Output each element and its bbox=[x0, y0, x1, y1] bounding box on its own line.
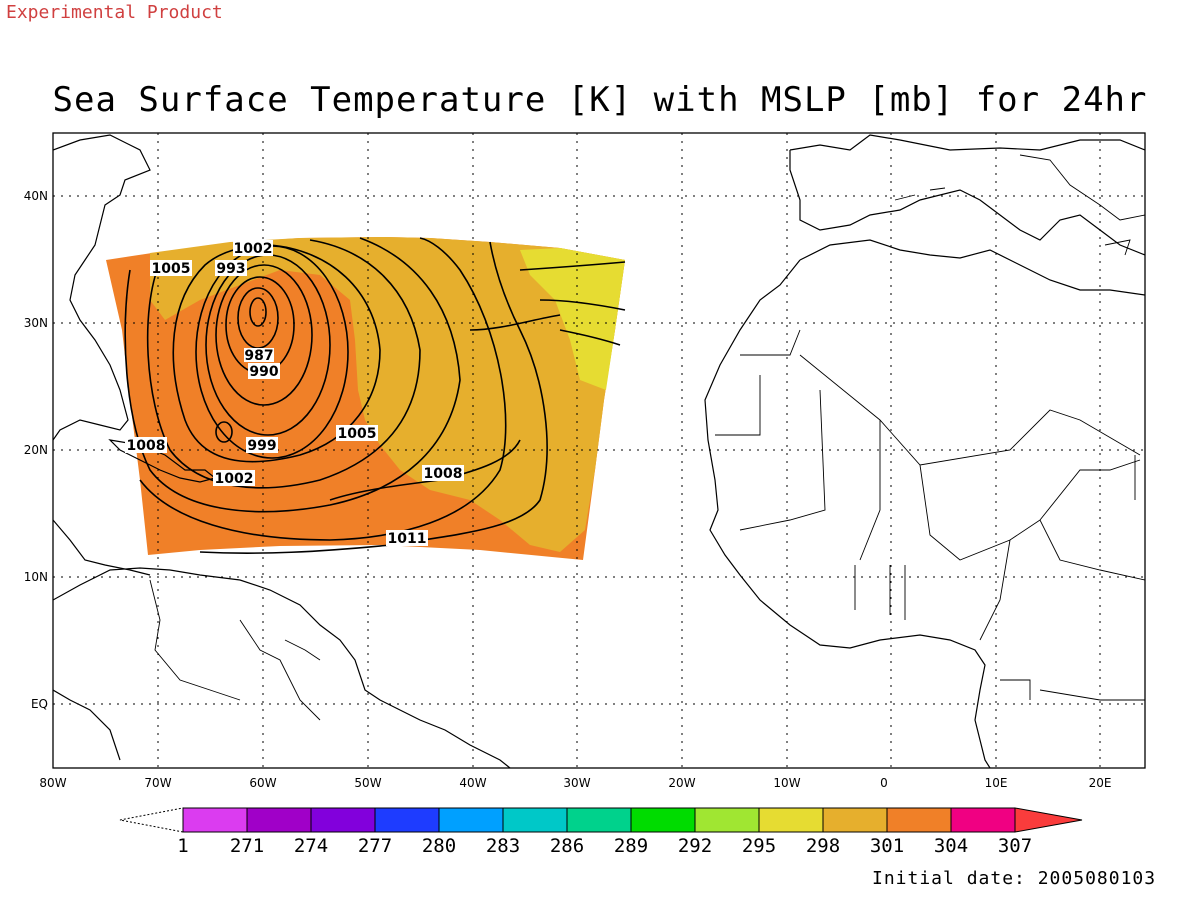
lon-label: 70W bbox=[144, 776, 171, 790]
colorbar-cell bbox=[246, 807, 312, 833]
lon-label: 20W bbox=[668, 776, 695, 790]
isobar-label: 1005 bbox=[152, 261, 191, 277]
lon-label: 0 bbox=[880, 776, 888, 790]
sst-field bbox=[106, 237, 626, 560]
colorbar-labels: 1 271 274 277 280 283 286 289 292 295 29… bbox=[177, 835, 1032, 857]
lat-label: 20N bbox=[24, 443, 48, 457]
colorbar-cells bbox=[182, 807, 1016, 833]
colorbar-label: 280 bbox=[422, 835, 456, 857]
colorbar-label: 292 bbox=[678, 835, 712, 857]
isobar-label: 987 bbox=[244, 348, 273, 364]
map-title: Sea Surface Temperature [K] with MSLP [m… bbox=[52, 80, 1148, 120]
colorbar-below-arrow bbox=[119, 807, 184, 833]
south-america-coast bbox=[53, 567, 511, 768]
colorbar-cell bbox=[374, 807, 440, 833]
colorbar-cell bbox=[630, 807, 696, 833]
isobar-label: 1005 bbox=[338, 426, 377, 442]
isobar-label: 1002 bbox=[234, 241, 273, 257]
central-america-coast bbox=[53, 519, 151, 576]
colorbar-cell bbox=[502, 807, 568, 833]
colorbar-label: 1 bbox=[177, 835, 188, 857]
colorbar-cell bbox=[758, 807, 824, 833]
colorbar-cell bbox=[886, 807, 952, 833]
colorbar-label: 277 bbox=[358, 835, 392, 857]
colorbar-label: 289 bbox=[614, 835, 648, 857]
north-america-coast bbox=[53, 134, 151, 441]
lon-label: 60W bbox=[249, 776, 276, 790]
lon-label: 10E bbox=[985, 776, 1008, 790]
europe-coast bbox=[789, 134, 1145, 256]
lon-label: 80W bbox=[39, 776, 66, 790]
lat-label: EQ bbox=[31, 697, 48, 711]
colorbar-label: 286 bbox=[550, 835, 584, 857]
lon-label: 50W bbox=[354, 776, 381, 790]
isobar-label: 999 bbox=[247, 438, 276, 454]
iberia-italy-islands bbox=[894, 154, 1145, 256]
colorbar-label: 307 bbox=[998, 835, 1032, 857]
map-frame bbox=[52, 132, 1146, 769]
coastlines bbox=[53, 134, 1145, 768]
colorbar-label: 295 bbox=[742, 835, 776, 857]
colorbar-cell bbox=[566, 807, 632, 833]
colorbar-cell bbox=[694, 807, 760, 833]
south-america-borders bbox=[149, 579, 321, 721]
isobar-label: 993 bbox=[216, 261, 245, 277]
colorbar-label: 298 bbox=[806, 835, 840, 857]
africa-borders bbox=[715, 329, 1145, 701]
lat-label: 10N bbox=[24, 570, 48, 584]
lat-label: 30N bbox=[24, 316, 48, 330]
isobar-label: 1008 bbox=[424, 466, 463, 482]
lon-label: 30W bbox=[563, 776, 590, 790]
colorbar-label: 271 bbox=[230, 835, 264, 857]
colorbar-cell bbox=[950, 807, 1016, 833]
colorbar-label: 301 bbox=[870, 835, 904, 857]
lon-label: 20E bbox=[1089, 776, 1112, 790]
lon-label: 10W bbox=[773, 776, 800, 790]
isobar-label: 990 bbox=[249, 364, 278, 380]
africa-coast bbox=[704, 239, 1145, 768]
colorbar-cell bbox=[182, 807, 248, 833]
colorbar-label: 304 bbox=[934, 835, 968, 857]
cuba-hispaniola bbox=[108, 439, 217, 483]
sst-region-298 bbox=[520, 248, 625, 390]
colorbar-label: 274 bbox=[294, 835, 328, 857]
experimental-product-label: Experimental Product bbox=[6, 2, 223, 23]
colorbar-cell bbox=[310, 807, 376, 833]
isobar-label: 1002 bbox=[215, 471, 254, 487]
lon-labels: 80W 70W 60W 50W 40W 30W 20W 10W 0 10E 20… bbox=[39, 776, 1111, 790]
lat-label: 40N bbox=[24, 189, 48, 203]
isobar-label: 1008 bbox=[127, 438, 166, 454]
lon-label: 40W bbox=[459, 776, 486, 790]
colorbar-above-arrow bbox=[1014, 807, 1083, 833]
colorbar: 1 271 274 277 280 283 286 289 292 295 29… bbox=[119, 807, 1083, 857]
colorbar-cell bbox=[438, 807, 504, 833]
colorbar-label: 283 bbox=[486, 835, 520, 857]
initial-date: Initial date: 2005080103 bbox=[872, 868, 1157, 889]
graticule bbox=[53, 133, 1145, 768]
isobar-labels: 1002 1005 993 987 990 1008 999 1005 1002… bbox=[125, 240, 464, 547]
isobar-label: 1011 bbox=[388, 531, 427, 547]
colorbar-cell bbox=[822, 807, 888, 833]
sst-region-301 bbox=[150, 237, 625, 552]
lat-labels: 40N 30N 20N 10N EQ bbox=[24, 189, 48, 711]
